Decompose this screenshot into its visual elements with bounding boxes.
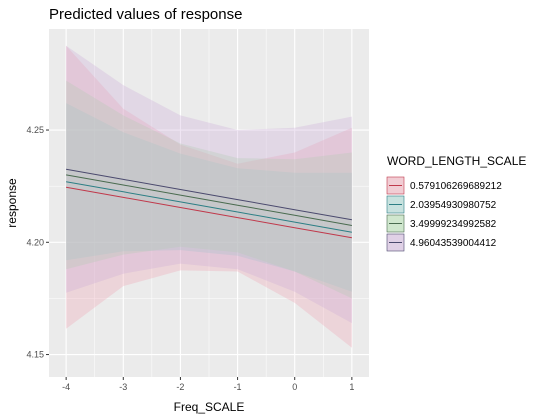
- confidence-band: [66, 45, 352, 348]
- y-axis-ticks: 4.15 4.20 4.25: [26, 125, 49, 360]
- series-line: [66, 174, 352, 226]
- legend-items: 0.579106269689212 2.03954930980752 3.49999…: [386, 176, 502, 252]
- legend-item: 0.579106269689212: [386, 176, 502, 195]
- legend-item: 4.96043539004412: [386, 233, 497, 252]
- x-tick-label: 0: [292, 382, 297, 392]
- y-tick-label: 4.15: [26, 350, 44, 360]
- series-line: [66, 168, 352, 221]
- legend: WORD_LENGTH_SCALE 0.579106269689212 2.039…: [386, 154, 526, 252]
- grid-lines: [49, 29, 369, 377]
- confidence-band: [66, 103, 352, 292]
- x-axis-title: Freq_SCALE: [174, 400, 245, 414]
- x-axis-ticks: -4 -3 -2 -1 0 1: [62, 377, 354, 392]
- x-tick-label: -4: [62, 382, 70, 392]
- legend-item: 2.03954930980752: [386, 195, 497, 214]
- prediction-lines: [66, 168, 352, 239]
- x-tick-label: 1: [349, 382, 354, 392]
- legend-label: 2.03954930980752: [410, 200, 497, 211]
- y-tick-label: 4.25: [26, 125, 44, 135]
- chart-title: Predicted values of response: [49, 6, 242, 23]
- legend-item: 3.49999234992582: [386, 214, 497, 233]
- x-tick-label: -3: [119, 382, 127, 392]
- legend-label: 0.579106269689212: [410, 181, 502, 192]
- x-tick-label: -2: [176, 382, 184, 392]
- legend-title: WORD_LENGTH_SCALE: [387, 154, 526, 168]
- confidence-band: [66, 45, 352, 324]
- x-tick-label: -1: [234, 382, 242, 392]
- series-line: [66, 186, 352, 239]
- confidence-bands: [66, 45, 352, 348]
- series-line: [66, 181, 352, 233]
- legend-label: 3.49999234992582: [410, 219, 497, 230]
- confidence-band: [66, 80, 352, 299]
- y-tick-label: 4.20: [26, 237, 44, 247]
- y-axis-title: response: [5, 178, 19, 228]
- legend-label: 4.96043539004412: [410, 238, 497, 249]
